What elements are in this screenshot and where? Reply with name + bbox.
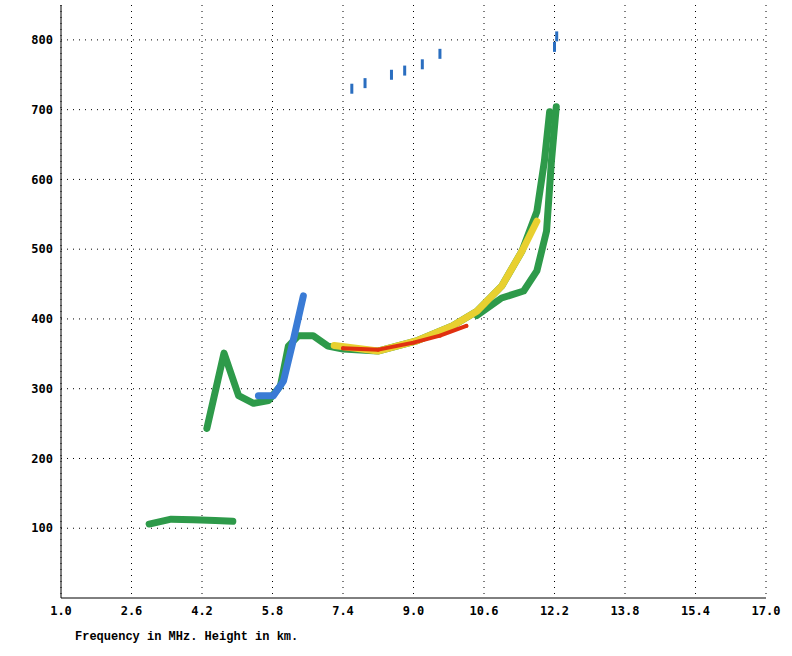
svg-text:600: 600 xyxy=(31,173,53,187)
svg-text:700: 700 xyxy=(31,103,53,117)
html-text:Frequency in MHz. Height in km: Frequency in MHz. Height in km. xyxy=(75,630,299,644)
svg-text:4.2: 4.2 xyxy=(191,604,213,618)
svg-text:12.2: 12.2 xyxy=(540,604,569,618)
svg-text:500: 500 xyxy=(31,242,53,256)
svg-text:1.0: 1.0 xyxy=(50,604,72,618)
svg-text:7.4: 7.4 xyxy=(332,604,354,618)
svg-text:17.0: 17.0 xyxy=(752,604,781,618)
svg-text:13.8: 13.8 xyxy=(611,604,640,618)
svg-text:9.0: 9.0 xyxy=(403,604,425,618)
svg-text:100: 100 xyxy=(31,521,53,535)
svg-text:300: 300 xyxy=(31,382,53,396)
svg-text:400: 400 xyxy=(31,312,53,326)
svg-text:15.4: 15.4 xyxy=(681,604,710,618)
svg-text:2.6: 2.6 xyxy=(121,604,143,618)
svg-text:5.8: 5.8 xyxy=(262,604,284,618)
svg-text:10.6: 10.6 xyxy=(470,604,499,618)
svg-text:800: 800 xyxy=(31,33,53,47)
svg-text:200: 200 xyxy=(31,452,53,466)
